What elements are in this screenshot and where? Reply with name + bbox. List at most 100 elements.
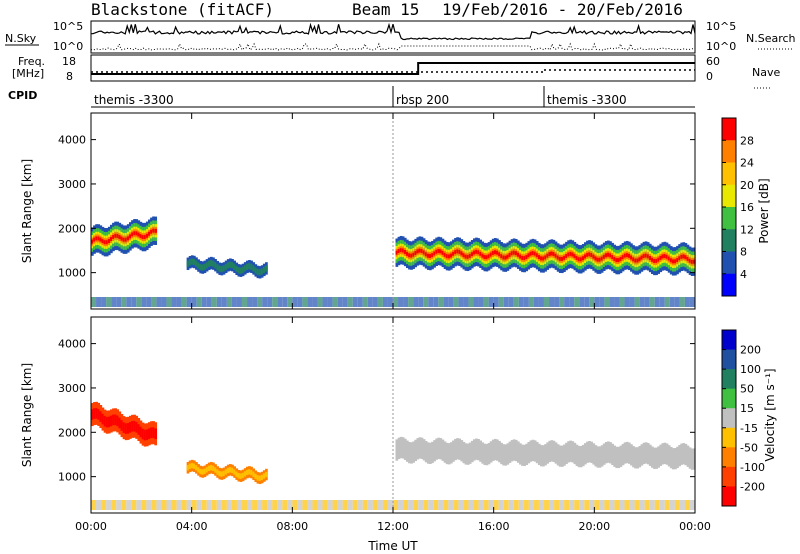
ground-scatter-cell: [367, 500, 373, 510]
echo-cell: [475, 438, 478, 460]
echo-cell: [103, 415, 107, 427]
ground-scatter-cell: [357, 500, 363, 510]
freq-tick-top: 18: [62, 55, 76, 68]
echo-cell: [418, 248, 422, 253]
ground-scatter-cell: [468, 500, 474, 510]
echo-cell: [592, 443, 596, 465]
echo-cell: [235, 265, 239, 272]
echo-cell: [661, 443, 665, 465]
ground-scatter-cell: [111, 297, 117, 307]
ground-scatter-cell: [116, 500, 122, 510]
echo-cell: [519, 254, 522, 259]
y-tick-label: 3000: [58, 178, 86, 191]
echo-cell: [445, 254, 449, 259]
ground-scatter-cell: [101, 500, 107, 510]
ground-scatter-cell: [438, 500, 444, 510]
ground-scatter-cell: [387, 500, 393, 510]
echo-cell: [634, 258, 637, 263]
echo-cell: [510, 251, 514, 256]
echo-cell: [688, 447, 692, 469]
ground-scatter-cell: [116, 297, 122, 307]
ground-scatter-cell: [398, 297, 404, 307]
echo-cell: [97, 236, 101, 241]
nsky-label: N.Sky: [5, 32, 37, 45]
ground-scatter-cell: [674, 297, 680, 307]
echo-cell: [248, 469, 251, 475]
echo-cell: [212, 465, 215, 471]
y-tick-label: 4000: [58, 134, 86, 147]
ground-scatter-cell: [347, 500, 353, 510]
echo-cell: [627, 442, 631, 464]
ground-scatter-cell: [367, 297, 373, 307]
echo-cell: [141, 235, 145, 240]
echo-cell: [638, 257, 642, 262]
echo-cell: [674, 259, 677, 264]
echo-cell: [420, 437, 424, 459]
echo-cell: [201, 469, 205, 475]
velocity-panel: 1000 2000 3000 4000 00:00 04:00 08:00 12:00 16:…: [20, 316, 711, 553]
ground-scatter-cell: [403, 500, 409, 510]
echo-cell: [481, 442, 485, 464]
echo-cell: [640, 255, 644, 260]
ground-scatter-cell: [684, 297, 690, 307]
echo-cell: [395, 439, 399, 461]
colorbar-tick-label: 200: [740, 344, 761, 357]
ground-scatter-cell: [393, 297, 398, 307]
echo-cell: [638, 446, 642, 468]
ground-scatter-cell: [111, 500, 117, 510]
power-panel: 1000 2000 3000 4000 Slant Range [km]: [20, 112, 696, 310]
echo-cell: [145, 429, 149, 441]
ground-scatter-cell: [448, 500, 454, 510]
echo-cell: [431, 253, 434, 258]
echo-cell: [441, 439, 445, 461]
echo-cell: [186, 260, 190, 267]
ground-scatter-cell: [267, 297, 273, 307]
colorbar-swatch: [722, 118, 736, 141]
ground-scatter-cell: [579, 297, 585, 307]
echo-cell: [107, 416, 111, 428]
echo-cell: [401, 437, 405, 459]
echo-cell: [692, 448, 696, 470]
echo-cell: [229, 467, 232, 473]
echo-cell: [243, 471, 247, 477]
ground-scatter-cell: [121, 297, 127, 307]
ground-scatter-cell: [589, 500, 595, 510]
echo-cell: [412, 441, 415, 463]
ground-scatter-cell: [242, 297, 247, 307]
ground-scatter-cell: [478, 500, 484, 510]
echo-cell: [584, 443, 587, 465]
echo-cell: [483, 255, 487, 260]
echo-cell: [688, 258, 692, 263]
echo-cell: [458, 438, 462, 460]
echo-cell: [565, 442, 568, 465]
echo-cell: [483, 443, 487, 466]
nsky-tick-top-right: 10^5: [706, 20, 736, 33]
echo-cell: [527, 442, 531, 464]
echo-cell: [124, 237, 128, 242]
colorbar-tick-label: 24: [740, 157, 754, 170]
echo-cell: [437, 437, 441, 459]
x-axis-title: Time UT: [367, 539, 418, 553]
echo-cell: [558, 445, 562, 467]
echo-cell: [429, 442, 432, 465]
ground-scatter-cell: [413, 500, 419, 510]
echo-cell: [103, 240, 107, 245]
echo-cell: [552, 440, 556, 463]
nsearch-line: [90, 42, 696, 51]
colorbar-swatch: [722, 251, 736, 275]
echo-cell: [653, 447, 656, 469]
colorbar-swatch: [722, 207, 736, 230]
cpid-row: CPID themis -3300 rbsp 200 themis -3300: [8, 86, 695, 108]
echo-cell: [598, 257, 602, 262]
ground-scatter-cell: [101, 297, 107, 307]
nave-label: Nave: [752, 66, 780, 79]
echo-cell: [640, 444, 644, 466]
ground-scatter-cell: [287, 500, 293, 510]
freq-panel: Freq. [MHz] 18 8 60 0 Nave: [12, 54, 780, 89]
ground-scatter-cell: [136, 500, 142, 510]
echo-cell: [523, 444, 526, 467]
echo-cell: [245, 469, 249, 476]
colorbar-swatch: [722, 330, 736, 351]
ground-scatter-cell: [191, 500, 197, 510]
echo-cell: [262, 473, 266, 479]
